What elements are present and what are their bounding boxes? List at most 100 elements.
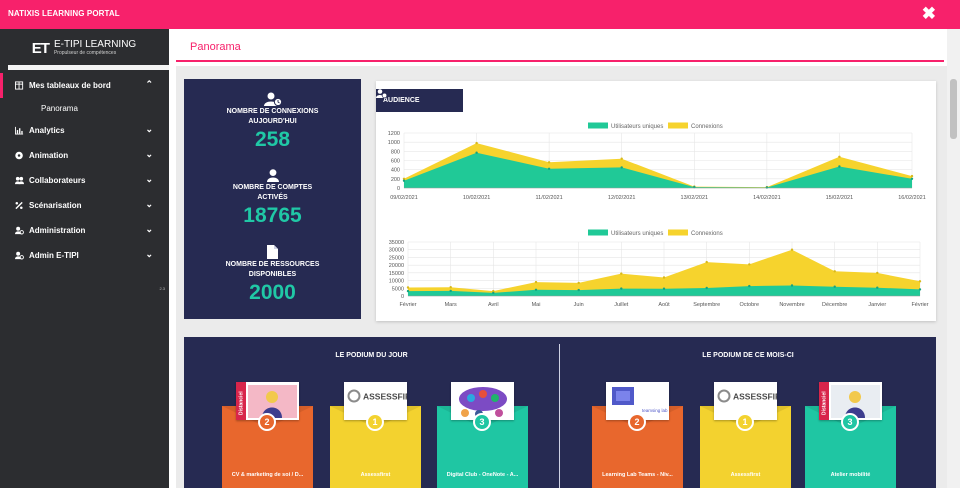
audience-charts: Utilisateurs uniques Connexions 0 200 400 600… bbox=[388, 122, 929, 308]
chevron-icon[interactable]: ⌄ bbox=[145, 174, 153, 184]
chevron-icon[interactable]: ⌄ bbox=[145, 224, 153, 234]
sidebar-item-mes-tableaux-de-bord[interactable]: Mes tableaux de bord ⌃ bbox=[0, 73, 169, 98]
data-point bbox=[577, 281, 580, 285]
stat-label: NOMBRE DE RESSOURCES DISPONIBLES bbox=[225, 261, 320, 278]
data-point bbox=[620, 157, 623, 160]
data-point bbox=[790, 284, 794, 287]
rank-badge: 3 bbox=[473, 413, 491, 431]
podium-thumbnail[interactable]: Distanciel bbox=[236, 382, 299, 420]
chevron-icon[interactable]: ⌄ bbox=[145, 149, 153, 159]
stat-value: 18765 bbox=[243, 204, 302, 227]
sidebar-item-analytics[interactable]: Analytics ⌄ bbox=[0, 118, 169, 143]
page-scrollbar[interactable] bbox=[947, 29, 960, 488]
y-tick-label: 0 bbox=[401, 294, 404, 300]
user-clock-icon bbox=[263, 92, 282, 106]
data-point bbox=[406, 289, 410, 293]
sidebar-item-collaborateurs[interactable]: Collaborateurs ⌄ bbox=[0, 168, 169, 193]
y-tick-label: 800 bbox=[391, 149, 400, 155]
close-icon[interactable]: ✖ bbox=[921, 4, 936, 23]
data-point bbox=[748, 263, 751, 266]
data-point bbox=[918, 288, 922, 291]
podium-card-label: Assessfirst bbox=[730, 472, 761, 478]
y-tick-label: 1200 bbox=[388, 131, 400, 137]
app-title: NATIXIS LEARNING PORTAL bbox=[8, 9, 120, 18]
teams-thumb: teamsing lab bbox=[612, 387, 668, 413]
data-point bbox=[748, 284, 751, 288]
podium-card-day-rank-1[interactable]: ASSESSFIRST 1 Assessfirst bbox=[330, 382, 421, 488]
data-point bbox=[790, 248, 794, 251]
assessfirst-logo: ASSESSFIRST bbox=[717, 389, 777, 403]
sidebar-item-label: Admin E-TIPI bbox=[29, 251, 79, 260]
data-point bbox=[838, 155, 841, 158]
podium-card-month-rank-3[interactable]: Distanciel 3 Atelier mobilité bbox=[805, 382, 896, 488]
x-tick-label: Septembre bbox=[693, 302, 720, 308]
data-point bbox=[662, 276, 666, 279]
rank-badge: 1 bbox=[736, 413, 754, 431]
x-tick-label: Mars bbox=[445, 302, 457, 308]
data-point bbox=[833, 285, 836, 288]
logo-tagline: Propulseur de compétences bbox=[53, 50, 117, 56]
distanciel-thumb: Distanciel bbox=[819, 382, 880, 420]
stat-comptes: NOMBRE DE COMPTES ACTIVÉS 18765 bbox=[184, 169, 361, 228]
y-tick-label: 400 bbox=[391, 168, 400, 174]
x-tick-label: 12/02/2021 bbox=[608, 195, 636, 201]
sidebar-item-administration[interactable]: Administration ⌄ bbox=[0, 218, 169, 243]
data-point bbox=[547, 167, 551, 170]
x-tick-label: Février bbox=[399, 302, 416, 308]
data-point bbox=[492, 289, 495, 293]
logo[interactable]: ET E-TIPI LEARNING Propulseur de compéte… bbox=[8, 35, 160, 61]
podium-month-title: LE PODIUM DE CE MOIS-CI bbox=[702, 352, 794, 359]
legend-label: Connexions bbox=[691, 231, 723, 237]
rank-badge: 3 bbox=[841, 413, 859, 431]
data-point bbox=[620, 166, 623, 169]
sidebar-item-label: Collaborateurs bbox=[29, 176, 86, 185]
chevron-icon[interactable]: ⌄ bbox=[145, 124, 153, 134]
sidebar-item-animation[interactable]: Animation ⌄ bbox=[0, 143, 169, 168]
users-icon bbox=[376, 89, 387, 98]
data-point bbox=[910, 174, 914, 178]
sidebar-item-admin-e-tipi[interactable]: Admin E-TIPI ⌄ bbox=[0, 243, 169, 268]
podium-card-month-rank-2[interactable]: teamsing lab 2 Learning Lab Teams - Niv... bbox=[592, 382, 683, 488]
scrollbar-thumb[interactable] bbox=[950, 79, 957, 139]
podium-card-day-rank-2[interactable]: Distanciel 2 CV & marketing de soi / D... bbox=[222, 382, 313, 488]
podium-card-label: Atelier mobilité bbox=[830, 472, 871, 478]
x-tick-label: Octobre bbox=[740, 302, 760, 308]
podium-card-month-rank-1[interactable]: ASSESSFIRST 1 Assessfirst bbox=[700, 382, 791, 488]
y-tick-label: 25000 bbox=[389, 255, 404, 261]
x-tick-label: 11/02/2021 bbox=[536, 195, 563, 201]
y-tick-label: 200 bbox=[391, 177, 400, 183]
series-area-uniques bbox=[404, 152, 912, 188]
podium-day-title: LE PODIUM DU JOUR bbox=[335, 352, 408, 359]
data-point bbox=[402, 179, 406, 182]
chevron-icon[interactable]: ⌄ bbox=[145, 199, 153, 209]
series-area-uniques bbox=[408, 285, 920, 296]
animation-icon bbox=[15, 151, 23, 160]
users-icon bbox=[15, 176, 24, 185]
sidebar-item-scénarisation[interactable]: Scénarisation ⌄ bbox=[0, 193, 169, 218]
data-point bbox=[662, 287, 666, 290]
y-tick-label: 600 bbox=[391, 159, 400, 165]
podium-thumbnail[interactable]: Distanciel bbox=[819, 382, 882, 420]
stat-label: NOMBRE DE COMPTES ACTIVÉS bbox=[232, 184, 313, 201]
podium-divider bbox=[559, 344, 560, 488]
x-tick-label: Août bbox=[658, 302, 670, 308]
data-point bbox=[402, 177, 406, 180]
chevron-icon[interactable]: ⌃ bbox=[145, 79, 153, 89]
admin-etipi-icon bbox=[15, 251, 24, 260]
sidebar-item-label: Animation bbox=[29, 151, 69, 160]
x-tick-label: Mai bbox=[532, 302, 541, 308]
data-point bbox=[876, 271, 879, 275]
logo-name: E-TIPI LEARNING bbox=[53, 39, 137, 50]
stat-label: NOMBRE DE CONNEXIONS AUJOURD'HUI bbox=[226, 108, 319, 125]
rank-badge: 2 bbox=[258, 413, 276, 431]
data-point bbox=[620, 272, 623, 275]
chevron-icon[interactable]: ⌄ bbox=[145, 249, 153, 259]
sidebar-item-label: Administration bbox=[29, 226, 86, 235]
page-title: Panorama bbox=[190, 41, 241, 53]
sidebar-subitem-panorama[interactable]: Panorama bbox=[41, 103, 78, 113]
legend-swatch-connexions bbox=[668, 122, 688, 129]
y-tick-label: 20000 bbox=[389, 263, 404, 269]
x-tick-label: Juin bbox=[574, 302, 584, 308]
podium-card-day-rank-3[interactable]: 3 Digital Club - OneNote - A... bbox=[437, 382, 528, 488]
data-point bbox=[449, 286, 452, 289]
